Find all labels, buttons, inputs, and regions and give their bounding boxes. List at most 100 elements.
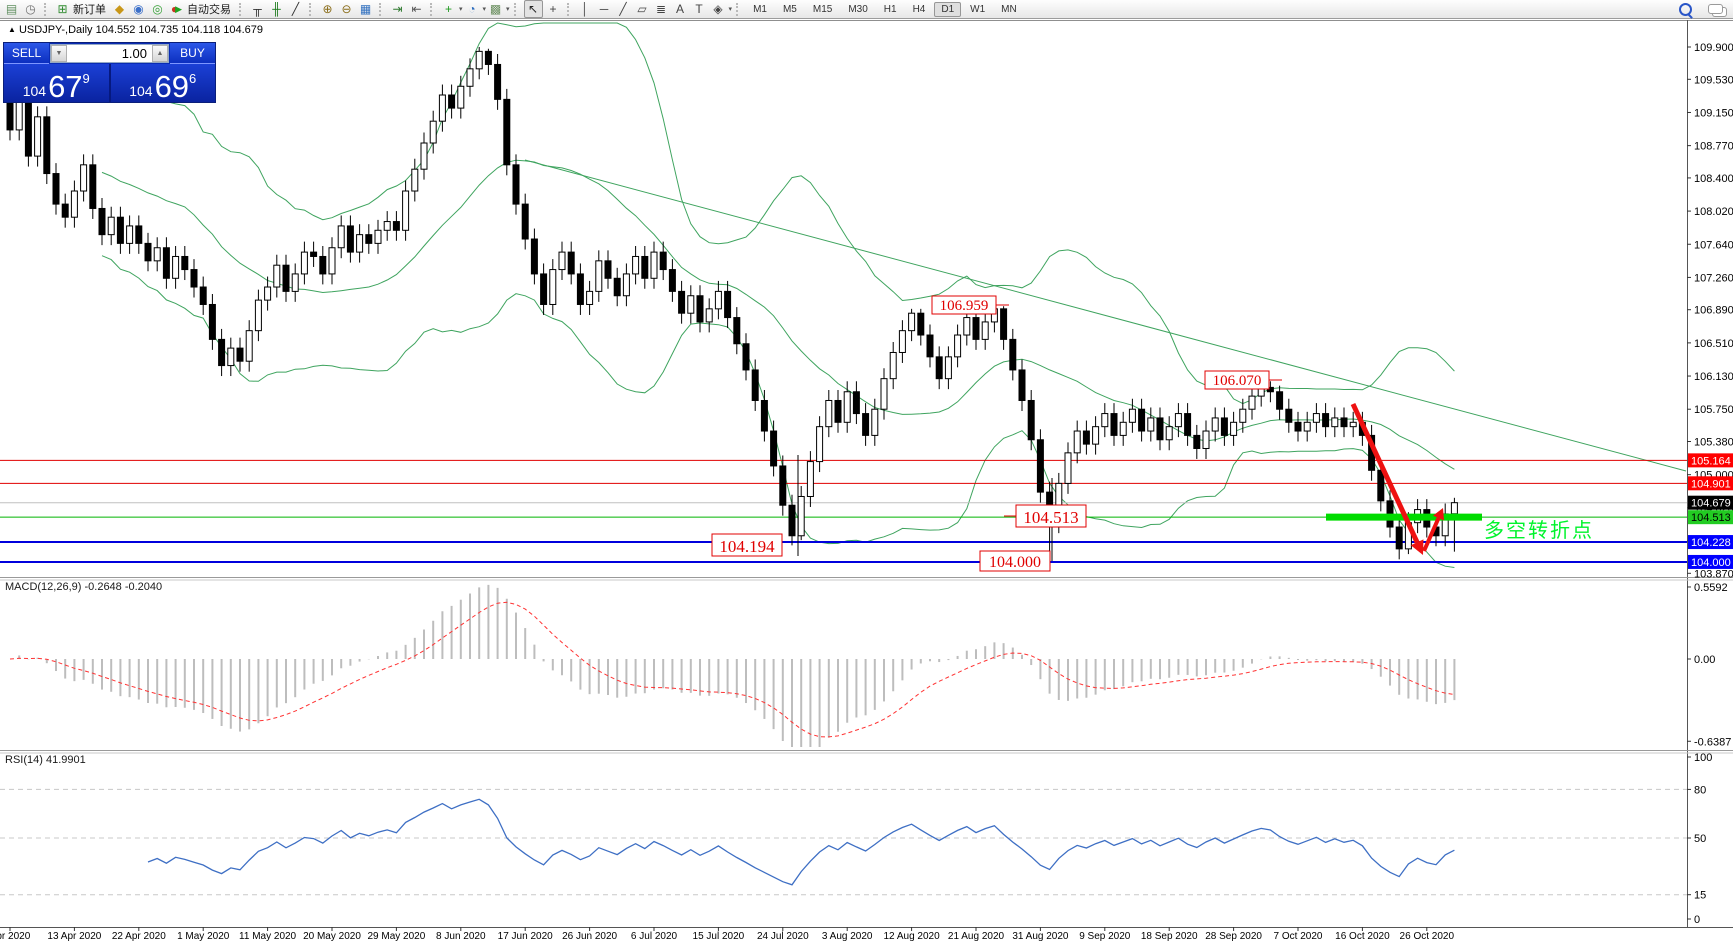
toolbar-charts-window-button[interactable]: ▤ bbox=[3, 1, 20, 17]
toolbar-autotrading-button[interactable]: ● ▶ bbox=[168, 1, 185, 17]
timeframe-M15-button[interactable]: M15 bbox=[812, 3, 833, 15]
volume-down-button[interactable]: ▼ bbox=[51, 45, 67, 62]
toolbar-zoom-in-button[interactable]: ⊕ bbox=[319, 1, 336, 17]
sell-button[interactable]: SELL bbox=[4, 43, 49, 64]
volume-up-button[interactable]: ▲ bbox=[152, 45, 168, 62]
toolbar-data-window-button[interactable]: ◷ bbox=[22, 1, 39, 17]
candlestick-chart-icon: ╫ bbox=[272, 2, 281, 16]
buy-price-prefix: 104 bbox=[129, 82, 153, 99]
chevron-down-icon[interactable]: ▾ bbox=[728, 6, 733, 13]
price-callout[interactable]: 104.000 bbox=[979, 550, 1051, 572]
svg-text:104.679: 104.679 bbox=[1691, 498, 1731, 510]
toolbar-market-depth-button[interactable]: ◆ bbox=[111, 1, 128, 17]
chevron-down-icon[interactable]: ▾ bbox=[459, 6, 463, 13]
toolbar-auto-scroll-button[interactable]: ⇥ bbox=[389, 1, 406, 17]
line-chart-icon: ╱ bbox=[291, 2, 300, 16]
toolbar-horizontal-line-button[interactable]: ─ bbox=[596, 1, 613, 17]
toolbar: ▤ ◷ ⊞ 新订单 ◆ ◉ ◎ ● ▶ 自动交易 ╥ ╫ ╱ ⊕ ⊖ ▦ ⇥ ⇤ + ▾ ◔ ▾ ▩ ▾ ↖ + │ ─ ╱ ▱ ≣ A T ◈ ▾… bbox=[0, 0, 1733, 19]
toolbar-bar-chart-button[interactable]: ╥ bbox=[249, 1, 266, 17]
toolbar-templates-button[interactable]: ▩ bbox=[487, 1, 504, 17]
trendline[interactable] bbox=[524, 159, 1687, 472]
svg-text:26 Jun 2020: 26 Jun 2020 bbox=[562, 931, 617, 942]
svg-text:104.228: 104.228 bbox=[1691, 537, 1731, 549]
toolbar-text-button[interactable]: A bbox=[672, 1, 689, 17]
toolbar-new-order-label[interactable]: 新订单 bbox=[73, 4, 106, 16]
buy-button[interactable]: BUY bbox=[170, 43, 215, 64]
chevron-down-icon[interactable]: ▾ bbox=[482, 6, 487, 13]
chevron-down-icon[interactable]: ▾ bbox=[506, 6, 510, 13]
toolbar-autotrading-label[interactable]: 自动交易 bbox=[187, 4, 231, 16]
volume-input[interactable]: 1.00 bbox=[121, 46, 147, 61]
price-callout[interactable]: 106.959 bbox=[931, 295, 1009, 315]
toolbar-separator bbox=[430, 2, 435, 16]
toolbar-signals-button[interactable]: ◎ bbox=[149, 1, 166, 17]
search-icon[interactable] bbox=[1679, 2, 1692, 16]
sell-price-button[interactable]: 104 67 9 bbox=[4, 64, 109, 102]
bounce-up-arrow[interactable] bbox=[1422, 508, 1445, 552]
svg-text:0.5592: 0.5592 bbox=[1694, 582, 1728, 594]
svg-text:18 Sep 2020: 18 Sep 2020 bbox=[1141, 931, 1198, 942]
timeframe-M5-button[interactable]: M5 bbox=[782, 3, 797, 15]
svg-text:108.770: 108.770 bbox=[1694, 141, 1733, 153]
svg-text:8 Jun 2020: 8 Jun 2020 bbox=[436, 931, 486, 942]
toolbar-equidistant-channel-button[interactable]: ▱ bbox=[634, 1, 651, 17]
time-axis[interactable]: Apr 2020 13 Apr 2020 22 Apr 2020 1 May 2020… bbox=[0, 927, 1454, 942]
toolbar-text-label-button[interactable]: T bbox=[691, 1, 708, 17]
timeframe-M1-button[interactable]: M1 bbox=[753, 3, 767, 15]
svg-text:104.000: 104.000 bbox=[1691, 557, 1731, 569]
toolbar-candlestick-chart-button[interactable]: ╫ bbox=[268, 1, 285, 17]
timeframe-H4-button[interactable]: H4 bbox=[912, 3, 926, 15]
horizontal-level-lines[interactable] bbox=[0, 459, 1687, 563]
svg-text:26 Oct 2020: 26 Oct 2020 bbox=[1400, 931, 1455, 942]
toolbar-right bbox=[1679, 2, 1733, 16]
svg-text:104.194: 104.194 bbox=[719, 537, 775, 556]
toolbar-fibonacci-button[interactable]: ≣ bbox=[653, 1, 670, 17]
chart-shift-icon: ⇤ bbox=[411, 2, 422, 16]
svg-text:106.959: 106.959 bbox=[940, 298, 989, 314]
price-callout[interactable]: 106.070 bbox=[1204, 370, 1282, 390]
svg-text:105.750: 105.750 bbox=[1694, 404, 1733, 416]
toolbar-crosshair-button[interactable]: + bbox=[545, 1, 562, 17]
toolbar-new-order-button[interactable]: ⊞ bbox=[54, 1, 71, 17]
fibonacci-icon: ≣ bbox=[656, 2, 667, 16]
timeframe-MN-button[interactable]: MN bbox=[1001, 3, 1017, 15]
toolbar-chart-shift-button[interactable]: ⇤ bbox=[408, 1, 425, 17]
price-callout[interactable]: 104.194 bbox=[711, 533, 783, 557]
svg-text:1 May 2020: 1 May 2020 bbox=[177, 931, 230, 942]
toolbar-tile-windows-button[interactable]: ▦ bbox=[357, 1, 374, 17]
toolbar-separator bbox=[44, 2, 49, 16]
collapse-arrow-icon[interactable]: ▲ bbox=[8, 25, 16, 34]
autotrading-icon: ● bbox=[170, 2, 179, 16]
periods-icon: ◔ bbox=[468, 2, 476, 16]
trend-down-arrow[interactable] bbox=[1350, 402, 1424, 555]
svg-text:15 Jul 2020: 15 Jul 2020 bbox=[693, 931, 745, 942]
text-label-icon: T bbox=[695, 2, 703, 16]
timeframe-W1-button[interactable]: W1 bbox=[970, 3, 986, 15]
toolbar-zoom-out-button[interactable]: ⊖ bbox=[338, 1, 355, 17]
timeframe-H1-button[interactable]: H1 bbox=[883, 3, 897, 15]
toolbar-periods-button[interactable]: ◔ bbox=[464, 1, 481, 17]
zoom-in-icon: ⊕ bbox=[322, 2, 333, 16]
svg-text:28 Sep 2020: 28 Sep 2020 bbox=[1205, 931, 1262, 942]
toolbar-trendline-button[interactable]: ╱ bbox=[615, 1, 632, 17]
chat-icon[interactable] bbox=[1708, 4, 1723, 14]
buy-price-sup: 6 bbox=[189, 71, 197, 86]
macd-panel[interactable]: 0.5592 0.00 -0.6387 bbox=[9, 582, 1731, 748]
mql5-community-icon: ◉ bbox=[133, 2, 144, 16]
timeframe-D1-button[interactable]: D1 bbox=[934, 1, 962, 17]
buy-price-button[interactable]: 104 69 6 bbox=[110, 64, 215, 102]
toolbar-indicators-button[interactable]: + bbox=[440, 1, 457, 17]
bollinger-bands bbox=[101, 22, 1455, 568]
price-callout[interactable]: 104.513 bbox=[1004, 504, 1087, 528]
toolbar-cursor-button[interactable]: ↖ bbox=[523, 0, 543, 18]
svg-text:13 Apr 2020: 13 Apr 2020 bbox=[47, 931, 101, 942]
rsi-panel[interactable]: 100 80 50 15 0 bbox=[0, 752, 1712, 926]
toolbar-vertical-line-button[interactable]: │ bbox=[577, 1, 594, 17]
toolbar-arrows-button[interactable]: ◈ bbox=[710, 1, 727, 17]
svg-text:103.870: 103.870 bbox=[1694, 568, 1733, 580]
toolbar-line-chart-button[interactable]: ╱ bbox=[287, 1, 304, 17]
svg-text:109.900: 109.900 bbox=[1694, 42, 1733, 54]
toolbar-mql5-community-button[interactable]: ◉ bbox=[130, 1, 147, 17]
timeframe-M30-button[interactable]: M30 bbox=[848, 3, 868, 15]
